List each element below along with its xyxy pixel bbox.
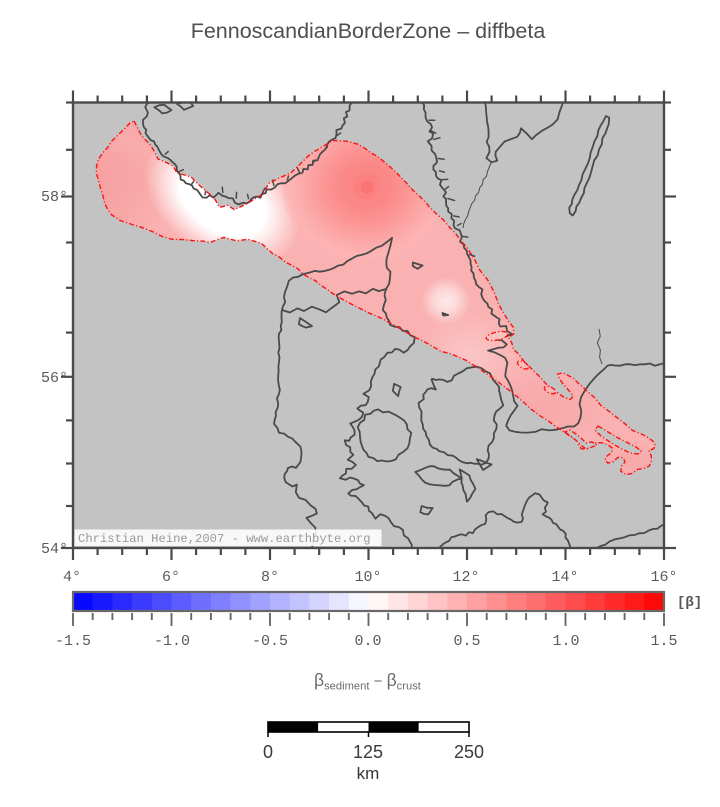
- svg-text:1.0: 1.0: [552, 633, 579, 650]
- svg-text:km: km: [357, 764, 380, 783]
- svg-text:58°: 58°: [41, 189, 68, 206]
- svg-text:-1.5: -1.5: [55, 633, 91, 650]
- svg-text:0: 0: [263, 742, 273, 762]
- svg-text:-0.5: -0.5: [252, 633, 288, 650]
- svg-text:-1.0: -1.0: [154, 633, 190, 650]
- svg-text:1.5: 1.5: [650, 633, 677, 650]
- svg-text:56°: 56°: [41, 370, 68, 387]
- svg-text:6°: 6°: [162, 569, 180, 586]
- svg-text:0.5: 0.5: [453, 633, 480, 650]
- svg-text:10°: 10°: [354, 569, 381, 586]
- svg-text:250: 250: [454, 742, 484, 762]
- svg-text:14°: 14°: [551, 569, 578, 586]
- svg-text:[β]: [β]: [677, 595, 702, 611]
- svg-text:125: 125: [353, 742, 383, 762]
- svg-text:54°: 54°: [41, 541, 68, 558]
- svg-text:4°: 4°: [63, 569, 81, 586]
- svg-text:FennoscandianBorderZone – diff: FennoscandianBorderZone – diffbeta: [191, 19, 546, 43]
- svg-text:Christian Heine,2007 - www.ear: Christian Heine,2007 - www.earthbyte.org: [78, 532, 371, 546]
- svg-text:0.0: 0.0: [354, 633, 381, 650]
- svg-text:12°: 12°: [452, 569, 479, 586]
- svg-text:8°: 8°: [261, 569, 279, 586]
- svg-text:16°: 16°: [650, 569, 677, 586]
